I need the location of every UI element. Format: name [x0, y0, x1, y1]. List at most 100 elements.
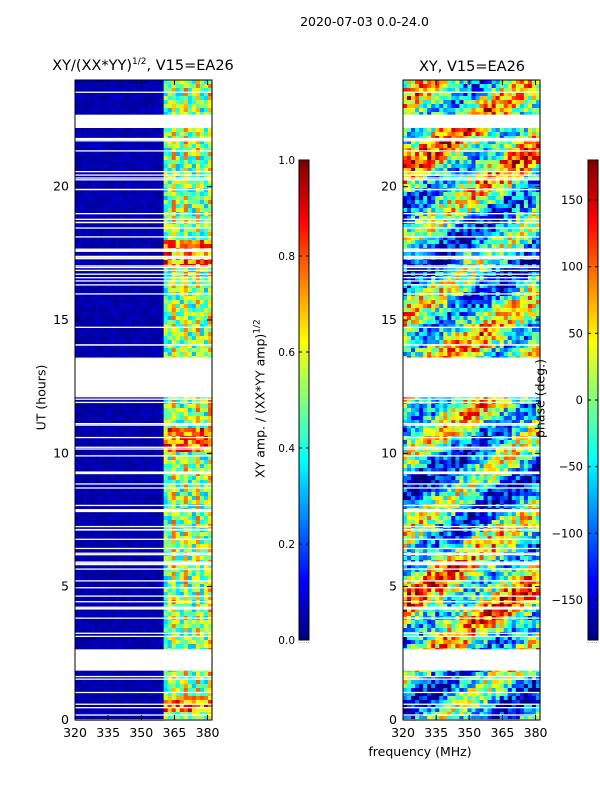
amp-heatmap-cell — [191, 132, 197, 137]
amp-heatmap-cell — [151, 604, 157, 609]
amp-heatmap-cell — [147, 460, 153, 465]
amp-heatmap-cell — [151, 132, 157, 137]
amp-heatmap-cell — [115, 532, 120, 537]
amp-heatmap-cell — [123, 232, 128, 237]
amp-heatmap-cell — [175, 160, 181, 165]
amp-heatmap-cell — [127, 172, 133, 177]
amp-heatmap-cell — [95, 244, 100, 249]
amp-heatmap-cell — [79, 80, 84, 85]
amp-heatmap-cell — [159, 352, 165, 357]
amp-heatmap-cell — [87, 428, 92, 433]
amp-heatmap-cell — [175, 288, 181, 293]
amp-heatmap-cell — [99, 340, 104, 345]
amp-heatmap-cell — [139, 232, 145, 237]
amp-heatmap-cell — [159, 108, 165, 113]
amp-heatmap-cell — [95, 320, 100, 325]
amp-heatmap-cell — [83, 192, 88, 197]
amp-heatmap-cell — [147, 352, 153, 357]
amp-heatmap-cell — [167, 164, 173, 169]
amp-heatmap-cell — [103, 460, 108, 465]
amp-heatmap-cell — [119, 536, 124, 541]
amp-heatmap-cell — [179, 200, 185, 205]
amp-heatmap-cell — [79, 312, 84, 317]
amp-heatmap-cell — [175, 608, 181, 613]
amp-heatmap-cell — [151, 96, 157, 101]
amp-heatmap-cell — [111, 188, 116, 193]
amp-heatmap-cell — [171, 288, 177, 293]
amp-heatmap-cell — [191, 536, 197, 541]
amp-heatmap-cell — [103, 188, 108, 193]
amp-heatmap-cell — [79, 572, 84, 577]
amp-heatmap-cell — [103, 468, 108, 473]
amp-heatmap-cell — [179, 88, 185, 93]
amp-heatmap-cell — [127, 476, 133, 481]
amp-heatmap-cell — [139, 592, 145, 597]
amp-heatmap-cell — [175, 88, 181, 93]
amp-heatmap-cell — [195, 288, 201, 293]
amp-heatmap-cell — [115, 484, 120, 489]
amp-heatmap-cell — [131, 336, 137, 341]
amp-heatmap-cell — [135, 428, 141, 433]
amp-heatmap-cell — [183, 200, 189, 205]
amp-heatmap-cell — [107, 412, 112, 417]
amp-heatmap-cell — [103, 592, 108, 597]
amp-heatmap-cell — [75, 576, 80, 581]
amp-heatmap-cell — [199, 240, 205, 245]
amp-heatmap-cell — [127, 280, 133, 285]
amp-heatmap-cell — [199, 564, 205, 569]
amp-heatmap-cell — [111, 472, 116, 477]
amp-heatmap-cell — [167, 636, 173, 641]
amp-heatmap-cell — [119, 532, 124, 537]
amp-heatmap-cell — [123, 472, 128, 477]
amp-heatmap-cell — [111, 88, 116, 93]
amp-heatmap-cell — [119, 460, 124, 465]
amp-heatmap-cell — [203, 224, 209, 229]
amp-heatmap-cell — [79, 132, 84, 137]
amp-heatmap-cell — [199, 492, 205, 497]
amp-heatmap-cell — [99, 300, 104, 305]
amp-heatmap-cell — [87, 336, 92, 341]
amp-heatmap-cell — [119, 108, 124, 113]
amp-heatmap-cell — [167, 604, 173, 609]
amp-heatmap-cell — [195, 556, 201, 561]
amp-heatmap-cell — [151, 492, 157, 497]
amp-heatmap-cell — [79, 612, 84, 617]
amp-heatmap-cell — [103, 92, 108, 97]
amp-heatmap-cell — [75, 224, 80, 229]
amp-heatmap-cell — [139, 412, 145, 417]
amp-heatmap-cell — [175, 408, 181, 413]
amp-heatmap-cell — [179, 308, 185, 313]
amp-heatmap-cell — [159, 244, 165, 249]
amp-heatmap-cell — [119, 496, 124, 501]
amp-heatmap-cell — [171, 492, 177, 497]
amp-heatmap-cell — [127, 596, 133, 601]
amp-heatmap-cell — [75, 548, 80, 553]
amp-heatmap-cell — [75, 160, 80, 165]
amp-heatmap-cell — [147, 284, 153, 289]
amp-heatmap-cell — [75, 580, 80, 585]
amp-heatmap-cell — [195, 604, 201, 609]
amp-heatmap-cell — [207, 604, 213, 609]
amp-heatmap-cell — [187, 592, 193, 597]
amp-heatmap-cell — [119, 152, 124, 157]
amp-heatmap-cell — [131, 180, 137, 185]
amp-heatmap-cell — [139, 280, 145, 285]
amp-heatmap-cell — [163, 516, 169, 521]
amp-heatmap-cell — [99, 316, 104, 321]
amp-heatmap-cell — [207, 156, 213, 161]
amp-heatmap-cell — [139, 172, 145, 177]
amp-heatmap-cell — [183, 636, 189, 641]
amp-heatmap-cell — [179, 460, 185, 465]
amp-heatmap-cell — [163, 412, 169, 417]
amp-heatmap-cell — [155, 332, 161, 337]
amp-heatmap-cell — [135, 548, 141, 553]
amp-heatmap-cell — [155, 180, 161, 185]
amp-heatmap-cell — [123, 484, 128, 489]
amp-heatmap-cell — [147, 152, 153, 157]
amp-heatmap-cell — [79, 408, 84, 413]
amp-heatmap-cell — [179, 632, 185, 637]
amp-heatmap-cell — [87, 564, 92, 569]
amp-heatmap-cell — [155, 496, 161, 501]
amp-heatmap-cell — [151, 128, 157, 133]
amp-heatmap-cell — [163, 500, 169, 505]
